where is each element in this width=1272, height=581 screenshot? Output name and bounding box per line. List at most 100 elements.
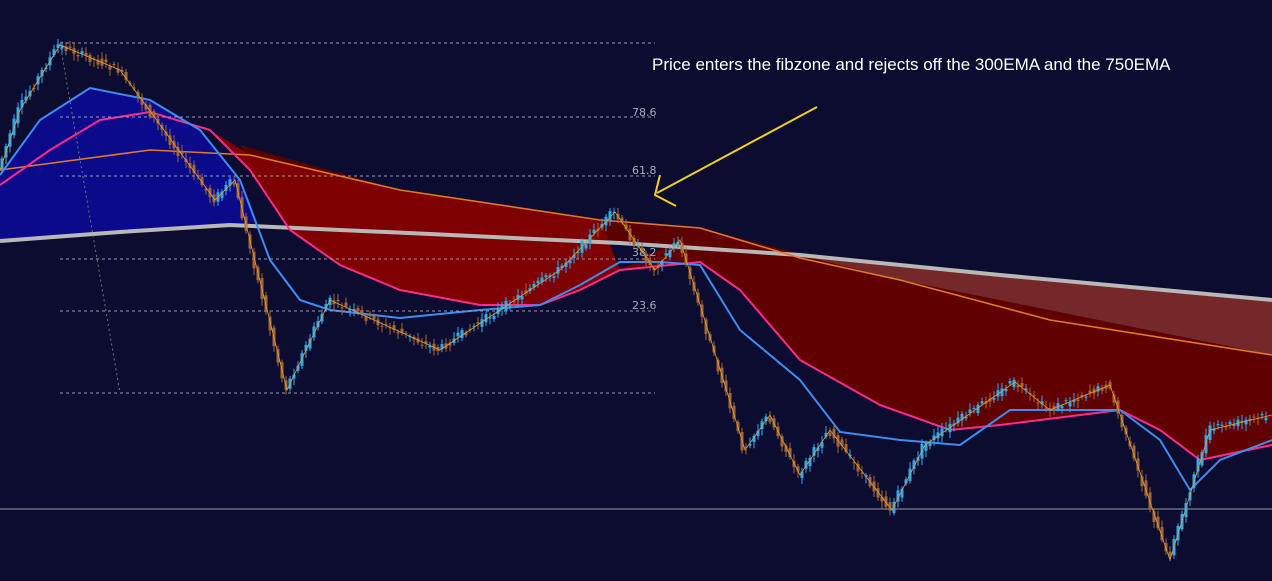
candle-body <box>416 338 420 343</box>
candle-body <box>668 250 672 258</box>
candle-body <box>144 104 148 110</box>
candle-body <box>1184 502 1188 518</box>
candle-body <box>488 317 492 319</box>
candle-body <box>1000 388 1004 397</box>
candle-body <box>520 295 524 300</box>
candle-body <box>1088 390 1092 394</box>
candle-body <box>936 432 940 439</box>
candle-body <box>440 344 444 350</box>
candle-body <box>1244 419 1248 425</box>
candle-body <box>484 314 488 323</box>
candle-body <box>840 439 844 446</box>
candle-body <box>928 442 932 447</box>
candle-body <box>524 290 528 294</box>
candle-body <box>900 488 904 498</box>
candle-body <box>388 327 392 329</box>
candle-body <box>1080 395 1084 398</box>
candle-body <box>76 55 80 57</box>
candle-body <box>904 479 908 484</box>
zigzag <box>0 44 1272 562</box>
candle-body <box>556 267 560 274</box>
candle-body <box>204 188 208 191</box>
candle-body <box>456 332 460 337</box>
candle-body <box>996 390 1000 397</box>
candle-body <box>876 488 880 498</box>
candle-body <box>308 338 312 349</box>
candle-body <box>1060 406 1064 409</box>
annotation: Price enters the fibzone and rejects off… <box>652 55 1171 74</box>
candle-body <box>480 319 484 327</box>
candle-body <box>1252 416 1256 418</box>
candle-body <box>1232 423 1236 426</box>
candle-body <box>552 276 556 279</box>
candle-body <box>476 322 480 324</box>
candle-body <box>960 413 964 421</box>
candle-body <box>400 328 404 334</box>
candle-body <box>632 237 636 246</box>
candle-body <box>1036 402 1040 404</box>
candle-body <box>168 135 172 145</box>
candle-body <box>788 448 792 458</box>
candle-body <box>716 359 720 372</box>
candle-body <box>988 398 992 402</box>
candle-body <box>32 87 36 89</box>
candle-body <box>852 462 856 464</box>
candle-body <box>808 457 812 467</box>
candle-body <box>516 295 520 300</box>
candle-body <box>1212 428 1216 431</box>
candle-body <box>548 275 552 277</box>
candle-body <box>888 502 892 511</box>
candle-body <box>1168 551 1172 557</box>
candle-body <box>172 141 176 149</box>
bear-cloud <box>210 130 620 305</box>
candle-body <box>156 118 160 124</box>
candle-body <box>56 44 60 48</box>
candle-body <box>704 319 708 334</box>
candle-body <box>1240 420 1244 423</box>
candle-body <box>1040 401 1044 405</box>
candle-body <box>972 408 976 410</box>
candle-body <box>1116 400 1120 414</box>
candle-body <box>1132 445 1136 459</box>
candle-body <box>1100 387 1104 391</box>
candle-body <box>752 435 756 442</box>
candle-body <box>52 49 56 56</box>
candle-body <box>508 305 512 308</box>
candle-body <box>1152 511 1156 523</box>
candle-body <box>1064 400 1068 402</box>
candle-body <box>428 345 432 348</box>
candle-body <box>324 304 328 309</box>
candle-body <box>608 211 612 221</box>
candle-body <box>964 416 968 419</box>
candle-body <box>792 460 796 467</box>
candle-body <box>116 68 120 73</box>
candle-body <box>396 332 400 334</box>
candle-body <box>380 325 384 327</box>
candle-body <box>860 472 864 474</box>
candle-body <box>1208 425 1212 440</box>
candle-body <box>816 447 820 451</box>
candle-body <box>224 185 228 191</box>
candle-body <box>344 302 348 307</box>
candle-body <box>132 87 136 89</box>
candle-body <box>560 265 564 268</box>
candle-body <box>544 275 548 278</box>
candle-body <box>1136 458 1140 471</box>
candle-body <box>768 417 772 423</box>
candle-body <box>124 71 128 80</box>
candle-body <box>1156 516 1160 529</box>
arrow <box>653 106 818 207</box>
candle-body <box>104 59 108 63</box>
candle-body <box>472 325 476 327</box>
candle-body <box>680 242 684 253</box>
candle-body <box>896 490 900 502</box>
candle-body <box>364 315 368 321</box>
candle-body <box>352 308 356 311</box>
candle-body <box>84 52 88 56</box>
candle-body <box>532 284 536 288</box>
candle-body <box>96 59 100 65</box>
candle-body <box>744 446 748 448</box>
candle-body <box>940 428 944 437</box>
candle-body <box>196 175 200 177</box>
